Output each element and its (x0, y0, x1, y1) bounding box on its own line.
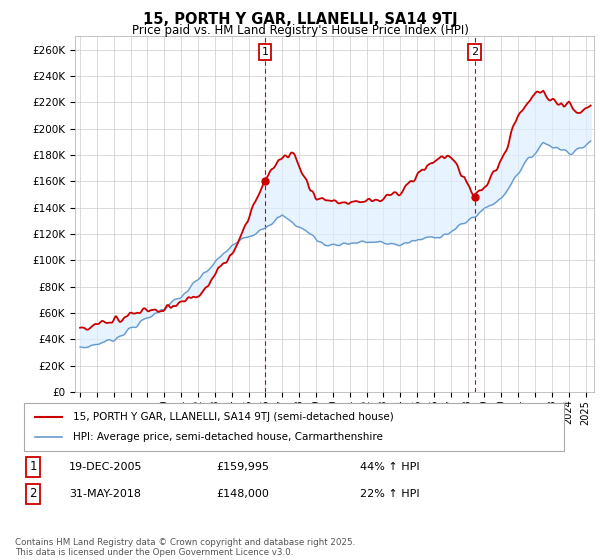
Text: 19-DEC-2005: 19-DEC-2005 (69, 462, 143, 472)
Text: 1: 1 (29, 460, 37, 473)
Text: 1: 1 (262, 47, 268, 57)
Text: 15, PORTH Y GAR, LLANELLI, SA14 9TJ: 15, PORTH Y GAR, LLANELLI, SA14 9TJ (143, 12, 457, 27)
Text: Price paid vs. HM Land Registry's House Price Index (HPI): Price paid vs. HM Land Registry's House … (131, 24, 469, 36)
Text: £159,995: £159,995 (216, 462, 269, 472)
FancyBboxPatch shape (24, 403, 564, 451)
Text: 15, PORTH Y GAR, LLANELLI, SA14 9TJ (semi-detached house): 15, PORTH Y GAR, LLANELLI, SA14 9TJ (sem… (73, 412, 394, 422)
Text: £148,000: £148,000 (216, 489, 269, 499)
Text: 2: 2 (471, 47, 478, 57)
Text: HPI: Average price, semi-detached house, Carmarthenshire: HPI: Average price, semi-detached house,… (73, 432, 382, 442)
Text: 22% ↑ HPI: 22% ↑ HPI (360, 489, 419, 499)
Text: 31-MAY-2018: 31-MAY-2018 (69, 489, 141, 499)
Text: 44% ↑ HPI: 44% ↑ HPI (360, 462, 419, 472)
Text: 2: 2 (29, 487, 37, 500)
Text: Contains HM Land Registry data © Crown copyright and database right 2025.
This d: Contains HM Land Registry data © Crown c… (15, 538, 355, 557)
